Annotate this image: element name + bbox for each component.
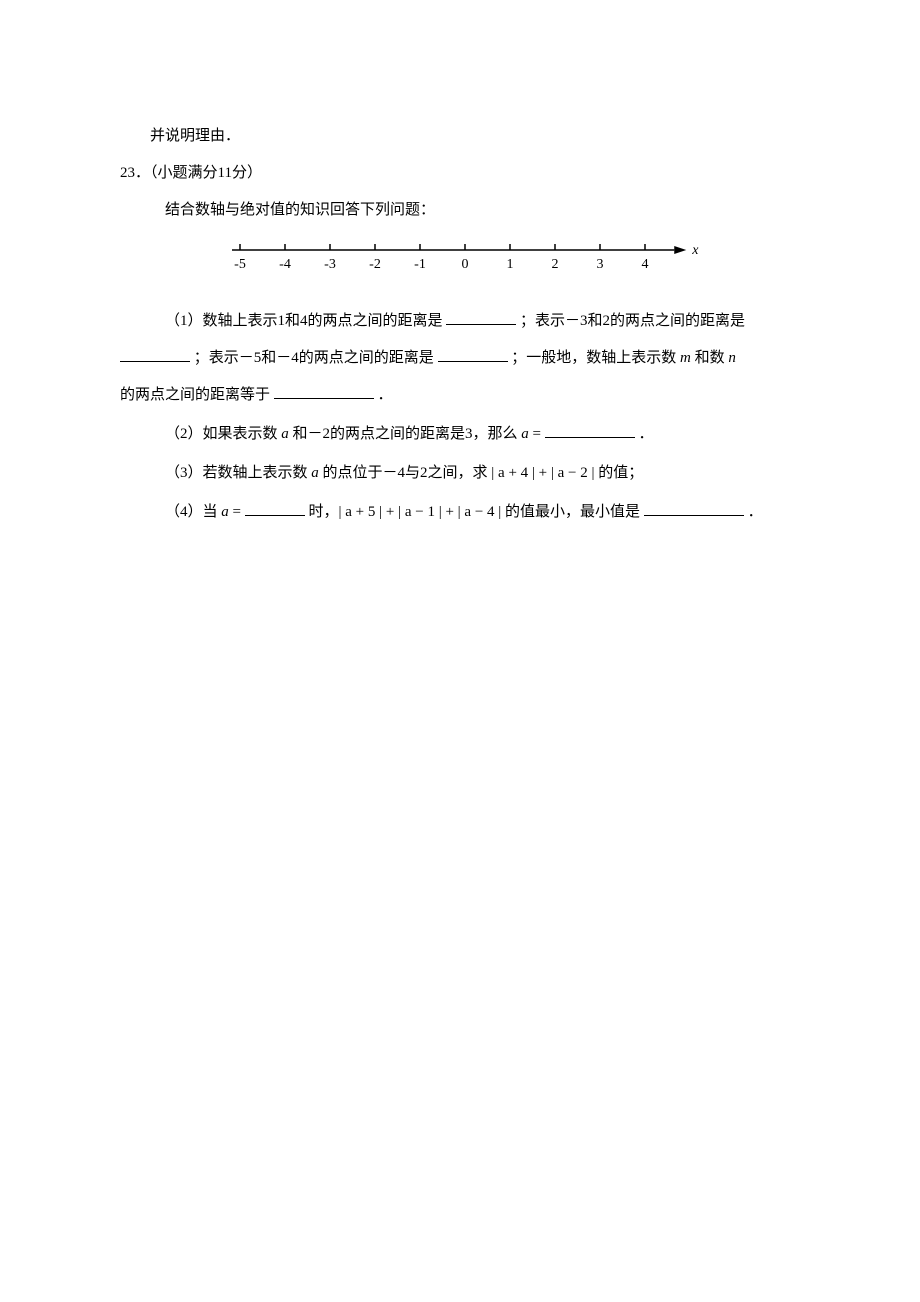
blank-q1-3 [438, 346, 508, 363]
q3-text-c: 的值； [595, 465, 644, 481]
svg-text:1: 1 [507, 257, 514, 272]
svg-text:-4: -4 [279, 257, 291, 272]
blank-q2 [545, 422, 635, 439]
q3-expr: | a + 4 | + | a − 2 | [491, 465, 594, 481]
q4-period: ． [748, 504, 763, 520]
q4-text-c: 时， [308, 504, 338, 520]
q2-text-b: 和－2的两点之间的距离是3，那么 [289, 426, 522, 442]
q1-period: ． [378, 387, 393, 403]
q23-header-text: 23．（小题满分11分） [120, 165, 262, 181]
q1-text-b: ；表示－3和2的两点之间的距离是 [520, 313, 745, 329]
svg-text:x: x [691, 243, 699, 258]
q2-var-a2: a [521, 426, 529, 442]
q23-intro: 结合数轴与绝对值的知识回答下列问题： [120, 194, 800, 227]
blank-q1-1 [446, 309, 516, 326]
svg-text:-3: -3 [324, 257, 336, 272]
q4-text-a: （4）当 [165, 504, 221, 520]
q4-text-d: 的值最小，最小值是 [501, 504, 640, 520]
var-n: n [728, 350, 736, 366]
context-text: 并说明理由． [150, 128, 240, 144]
q1-text-c: ；表示－5和－4的两点之间的距离是 [194, 350, 434, 366]
q1-text-f: 的两点之间的距离等于 [120, 387, 270, 403]
q1-text-a: （1）数轴上表示1和4的两点之间的距离是 [165, 313, 443, 329]
number-line-svg: -5 -4 -3 -2 -1 0 1 2 3 4 x [220, 235, 700, 280]
q4-var-a: a [221, 504, 229, 520]
number-line-figure: -5 -4 -3 -2 -1 0 1 2 3 4 x [120, 235, 800, 293]
svg-text:-2: -2 [369, 257, 381, 272]
svg-text:0: 0 [462, 257, 469, 272]
blank-q4-2 [644, 500, 744, 517]
q2-period: ． [639, 426, 654, 442]
q1-line3: 的两点之间的距离等于 ． [120, 379, 800, 412]
blank-q1-2 [120, 346, 190, 363]
svg-text:-1: -1 [414, 257, 426, 272]
q4-line: （4）当 a = 时，| a + 5 | + | a − 1 | + | a −… [120, 496, 800, 529]
q1-text-d: ；一般地，数轴上表示数 [511, 350, 680, 366]
blank-q1-4 [274, 383, 374, 400]
q2-text-c: = [529, 426, 541, 442]
q23-intro-text: 结合数轴与绝对值的知识回答下列问题： [165, 202, 435, 218]
q23-header: 23．（小题满分11分） [120, 157, 800, 190]
q3-line: （3）若数轴上表示数 a 的点位于－4与2之间，求 | a + 4 | + | … [120, 457, 800, 490]
q1-line1: （1）数轴上表示1和4的两点之间的距离是 ；表示－3和2的两点之间的距离是 [120, 305, 800, 338]
q3-var-a: a [311, 465, 319, 481]
q2-var-a: a [281, 426, 289, 442]
svg-text:2: 2 [552, 257, 559, 272]
q1-line2: ；表示－5和－4的两点之间的距离是 ；一般地，数轴上表示数 m 和数 n [120, 342, 800, 375]
q4-text-b: = [229, 504, 245, 520]
svg-text:4: 4 [642, 257, 649, 272]
q1-text-e: 和数 [691, 350, 729, 366]
context-line: 并说明理由． [120, 120, 800, 153]
svg-text:-5: -5 [234, 257, 246, 272]
q2-text-a: （2）如果表示数 [165, 426, 281, 442]
var-m: m [680, 350, 691, 366]
q2-line: （2）如果表示数 a 和－2的两点之间的距离是3，那么 a = ． [120, 418, 800, 451]
q3-text-b: 的点位于－4与2之间，求 [319, 465, 492, 481]
q3-text-a: （3）若数轴上表示数 [165, 465, 311, 481]
blank-q4-1 [245, 500, 305, 517]
q4-expr: | a + 5 | + | a − 1 | + | a − 4 | [339, 504, 502, 520]
svg-text:3: 3 [597, 257, 604, 272]
